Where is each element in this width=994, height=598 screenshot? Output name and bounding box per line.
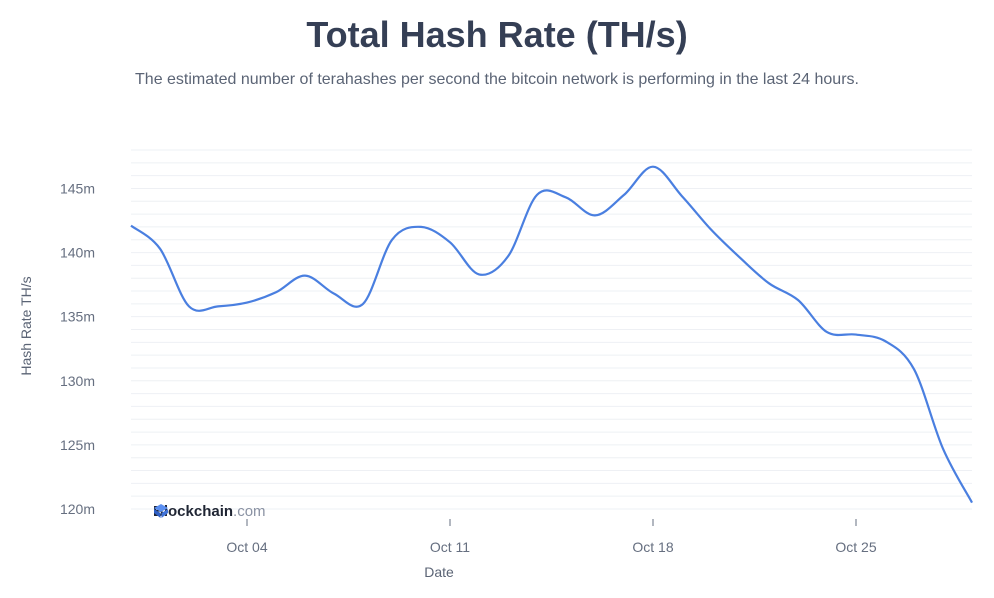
x-tick-label: Oct 18 — [632, 539, 673, 555]
y-tick-label: 145m — [60, 180, 95, 196]
brand-watermark: Blockchain .com — [153, 503, 266, 520]
chart-title: Total Hash Rate (TH/s) — [306, 14, 688, 55]
y-tick-label: 125m — [60, 437, 95, 453]
y-tick-label: 130m — [60, 373, 95, 389]
x-axis-ticks: Oct 04 Oct 11 Oct 18 Oct 25 — [226, 519, 877, 555]
grid-lines — [131, 149, 972, 510]
y-tick-label: 140m — [60, 245, 95, 261]
y-tick-label: 120m — [60, 501, 95, 517]
x-tick-label: Oct 25 — [835, 539, 876, 555]
x-tick-label: Oct 11 — [430, 539, 470, 555]
y-tick-label: 135m — [60, 309, 95, 325]
x-tick-label: Oct 04 — [226, 539, 267, 555]
blockchain-logo-icon — [154, 504, 168, 518]
x-axis-label: Date — [424, 564, 454, 580]
brand-name: Blockchain — [153, 503, 234, 520]
brand-suffix: .com — [233, 503, 266, 520]
y-axis-ticks: 120m 125m 130m 135m 140m 145m — [60, 180, 95, 517]
hash-rate-line — [130, 165, 973, 504]
chart-subtitle: The estimated number of terahashes per s… — [135, 71, 859, 88]
y-axis-label: Hash Rate TH/s — [18, 276, 34, 375]
